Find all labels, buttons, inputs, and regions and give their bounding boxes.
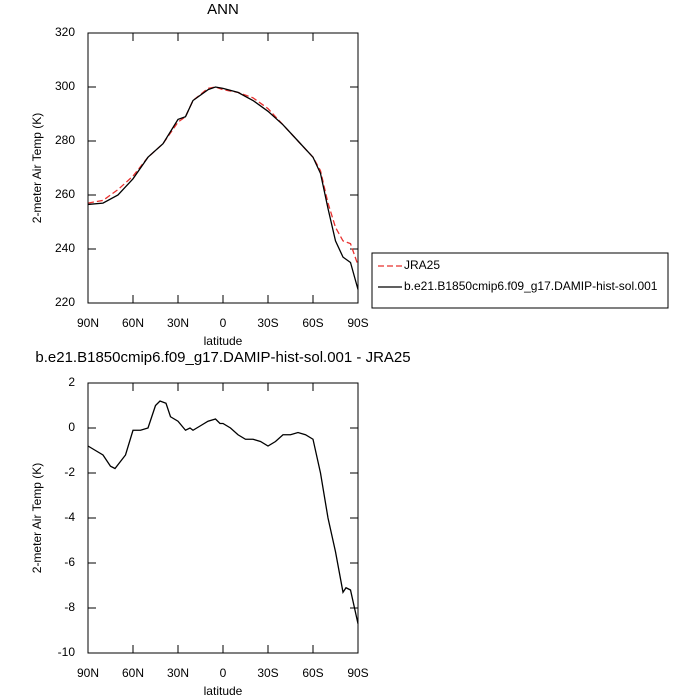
chart-title: ANN <box>207 1 239 18</box>
y-tick-label: 320 <box>55 25 75 39</box>
x-tick-label: 90S <box>347 316 368 330</box>
x-axis-label: latitude <box>204 334 243 348</box>
chart-title: b.e21.B1850cmip6.f09_g17.DAMIP-hist-sol.… <box>35 349 410 366</box>
x-tick-label: 90N <box>77 666 99 680</box>
data-line <box>87 86 359 290</box>
x-tick-label: 30S <box>257 666 278 680</box>
plot-frame <box>87 382 359 654</box>
y-tick-label: 0 <box>68 420 75 434</box>
x-tick-label: 60S <box>302 316 323 330</box>
x-tick-label: 60N <box>122 666 144 680</box>
x-tick-label: 0 <box>220 666 227 680</box>
y-tick-label: -8 <box>64 600 75 614</box>
y-tick-label: -10 <box>58 645 76 659</box>
y-tick-label: -6 <box>64 555 75 569</box>
x-axis-label: latitude <box>204 684 243 698</box>
legend-box <box>371 252 669 309</box>
legend-label: JRA25 <box>404 258 440 272</box>
data-line <box>87 400 359 624</box>
x-tick-label: 0 <box>220 316 227 330</box>
y-tick-label: 300 <box>55 79 75 93</box>
x-tick-label: 60N <box>122 316 144 330</box>
x-tick-label: 30N <box>167 316 189 330</box>
y-axis-label: 2-meter Air Temp (K) <box>30 463 44 573</box>
data-line <box>87 86 359 266</box>
y-tick-label: 2 <box>68 375 75 389</box>
y-tick-label: 240 <box>55 241 75 255</box>
x-tick-label: 90N <box>77 316 99 330</box>
y-tick-label: -4 <box>64 510 75 524</box>
y-tick-label: 220 <box>55 295 75 309</box>
x-tick-label: 90S <box>347 666 368 680</box>
y-tick-label: -2 <box>64 465 75 479</box>
y-axis-label: 2-meter Air Temp (K) <box>30 113 44 223</box>
legend-label: b.e21.B1850cmip6.f09_g17.DAMIP-hist-sol.… <box>404 279 658 293</box>
x-tick-label: 30S <box>257 316 278 330</box>
x-tick-label: 60S <box>302 666 323 680</box>
x-tick-label: 30N <box>167 666 189 680</box>
plot-frame <box>87 32 359 304</box>
y-tick-label: 280 <box>55 133 75 147</box>
y-tick-label: 260 <box>55 187 75 201</box>
